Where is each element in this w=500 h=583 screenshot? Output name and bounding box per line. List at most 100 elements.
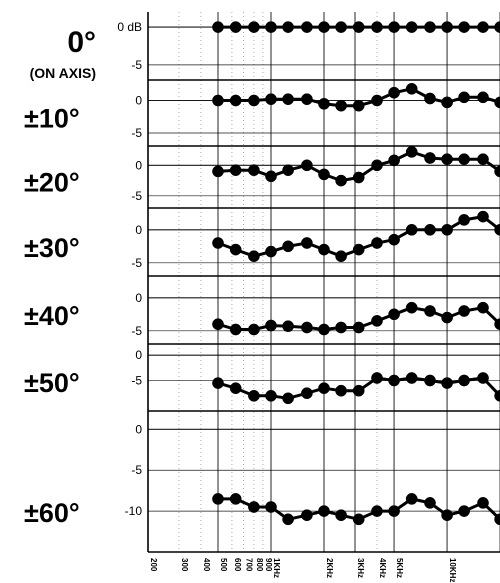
data-point: [352, 171, 365, 184]
data-point: [318, 505, 330, 517]
data-point: [458, 214, 470, 226]
data-point: [265, 319, 277, 332]
data-point: [229, 493, 242, 505]
data-point: [424, 305, 436, 317]
data-point: [458, 153, 470, 166]
data-point: [248, 164, 260, 177]
x-tick-label: 400: [202, 558, 211, 572]
data-point: [477, 301, 489, 314]
x-tick-label: 200: [149, 558, 158, 572]
x-tick-label: 1KHz: [272, 558, 281, 578]
x-tick-label: 500: [219, 558, 228, 572]
y-tick-label: -5: [131, 374, 142, 388]
data-point: [458, 305, 470, 317]
data-point: [424, 223, 436, 236]
data-point: [494, 513, 500, 526]
data-point: [229, 243, 242, 256]
data-point: [405, 493, 418, 505]
data-point: [335, 509, 347, 522]
data-point: [265, 245, 277, 258]
data-point: [388, 233, 400, 246]
y-tick-label: -5: [131, 324, 142, 338]
data-point: [494, 165, 500, 178]
data-point: [477, 210, 489, 223]
data-point: [212, 237, 224, 249]
data-point: [494, 96, 500, 109]
data-point: [282, 392, 294, 405]
data-point: [248, 250, 260, 263]
y-tick-label: -5: [131, 126, 142, 140]
data-point: [371, 237, 383, 249]
data-point: [229, 382, 242, 395]
data-point: [458, 505, 470, 517]
data-point: [212, 165, 224, 178]
data-point: [265, 21, 277, 33]
data-point: [352, 21, 365, 33]
data-point: [282, 164, 294, 177]
data-point: [424, 152, 436, 164]
data-point: [301, 321, 313, 334]
data-point: [248, 21, 260, 33]
data-point: [335, 21, 347, 33]
data-point: [248, 94, 260, 107]
data-point: [282, 240, 294, 253]
data-point: [441, 509, 453, 522]
data-point: [352, 513, 365, 526]
y-tick-label: -5: [131, 189, 142, 203]
data-point: [318, 21, 330, 33]
y-tick-label: 0: [135, 422, 142, 436]
data-point: [318, 382, 330, 395]
series-label: 0°: [67, 26, 96, 59]
data-point: [301, 237, 313, 249]
data-point: [371, 372, 383, 384]
data-point: [458, 374, 470, 387]
data-point: [301, 387, 313, 400]
data-point: [388, 86, 400, 99]
data-point: [371, 159, 383, 172]
y-tick-label: -5: [131, 256, 142, 270]
data-point: [318, 168, 330, 181]
data-point: [494, 21, 500, 33]
y-tick-label: -5: [131, 463, 142, 477]
data-point: [477, 497, 489, 509]
data-point: [335, 384, 347, 397]
data-point: [301, 159, 313, 172]
data-point: [265, 93, 277, 106]
data-point: [458, 21, 470, 33]
series-label: ±20°: [24, 168, 80, 198]
data-point: [248, 323, 260, 336]
data-point: [229, 164, 242, 177]
data-point: [282, 93, 294, 106]
data-point: [477, 91, 489, 104]
data-point: [441, 223, 453, 236]
data-point: [352, 321, 365, 334]
data-point: [441, 377, 453, 389]
data-point: [494, 318, 500, 331]
series-label: ±30°: [24, 233, 80, 263]
data-point: [212, 493, 224, 505]
data-point: [229, 323, 242, 336]
data-point: [388, 374, 400, 387]
data-point: [424, 21, 436, 33]
data-point: [248, 389, 260, 402]
data-point: [494, 223, 500, 236]
data-point: [229, 94, 242, 107]
data-point: [441, 21, 453, 33]
data-point: [301, 509, 313, 522]
data-point: [248, 501, 260, 513]
data-point: [212, 21, 224, 33]
data-point: [371, 505, 383, 517]
data-point: [282, 21, 294, 33]
data-point: [477, 153, 489, 166]
data-point: [318, 243, 330, 256]
data-point: [441, 311, 453, 324]
data-point: [265, 501, 277, 513]
series-label: ±40°: [24, 301, 80, 331]
data-point: [388, 154, 400, 167]
y-tick-label: 0: [135, 158, 142, 172]
x-tick-label: 4KHz: [378, 558, 387, 578]
data-point: [424, 374, 436, 387]
data-point: [458, 91, 470, 104]
